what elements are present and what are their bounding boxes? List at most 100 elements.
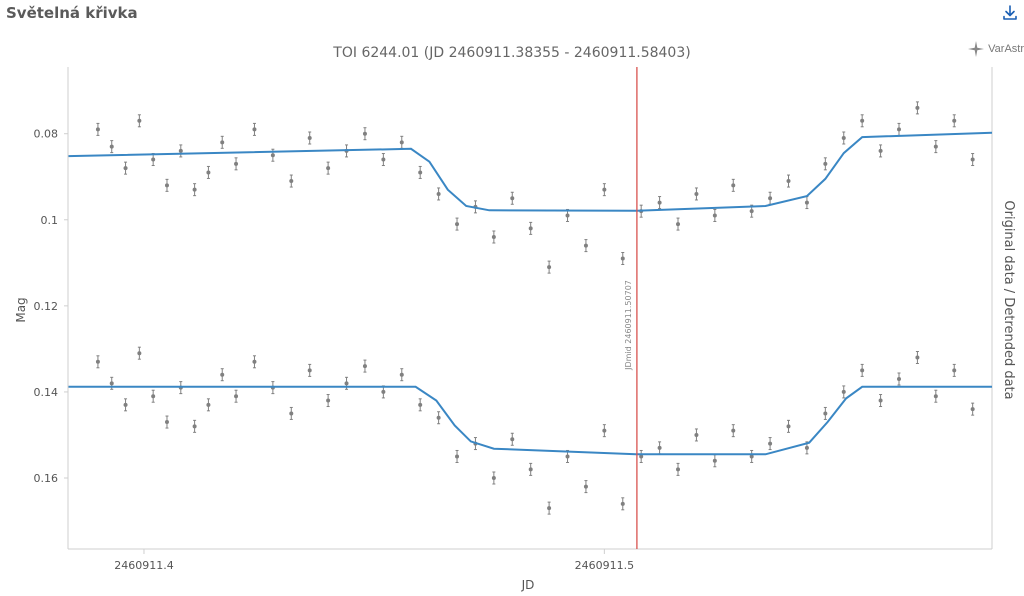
data-point [804,200,809,205]
data-point [694,432,699,437]
data-point [381,157,386,162]
x-tick-label: 2460911.4 [114,559,174,572]
y2-axis-label: Original data / Detrended data [1001,200,1016,399]
y-tick-label: 0.08 [34,128,59,141]
data-point [547,265,552,270]
data-point [841,136,846,141]
data-point [676,467,681,472]
data-point [362,364,367,369]
data-point [252,127,257,132]
data-point [491,234,496,239]
data-point [178,148,183,153]
data-point [289,411,294,416]
data-point [620,501,625,506]
data-point [220,372,225,377]
data-point [712,458,717,463]
data-point [749,454,754,459]
data-point [933,394,938,399]
data-point [602,428,607,433]
data-point [823,411,828,416]
data-point [878,148,883,153]
data-point [786,424,791,429]
data-point [164,183,169,188]
data-point [565,213,570,218]
data-point [123,166,128,171]
data-point [823,161,828,166]
chart-title: TOI 6244.01 (JD 2460911.38355 - 2460911.… [332,45,690,61]
data-point [897,377,902,382]
data-point [109,381,114,386]
data-point [307,136,312,141]
data-point [528,226,533,231]
data-point [768,441,773,446]
y-axis-label: Mag [14,297,28,322]
data-point [970,157,975,162]
data-point [192,424,197,429]
data-point [860,368,865,373]
data-point [252,359,257,364]
data-point [307,368,312,373]
data-point [768,196,773,201]
data-point [151,394,156,399]
data-point [749,209,754,214]
data-point [491,475,496,480]
x-axis-label: JD [521,578,535,592]
data-point [109,144,114,149]
data-point [137,351,142,356]
data-point [510,437,515,442]
data-point [510,196,515,201]
data-point [381,389,386,394]
data-point [270,153,275,158]
data-point [915,355,920,360]
data-point [583,243,588,248]
data-point [234,161,239,166]
data-point [878,398,883,403]
data-point [151,157,156,162]
data-point [326,166,331,171]
data-point [731,428,736,433]
data-point [455,222,460,227]
download-icon[interactable] [1002,4,1018,22]
data-point [583,484,588,489]
data-point [220,140,225,145]
data-point [657,445,662,450]
panel-title: Světelná křivka [6,4,138,22]
data-point [399,372,404,377]
data-point [528,467,533,472]
sparkle-star-icon [968,41,985,57]
y-tick-label: 0.12 [34,300,59,313]
y-tick-label: 0.16 [34,472,59,485]
data-point [676,222,681,227]
data-point [547,506,552,511]
data-point [436,415,441,420]
data-point [565,454,570,459]
data-point [95,127,100,132]
data-point [657,200,662,205]
data-point [897,127,902,132]
data-point [639,454,644,459]
data-point [841,389,846,394]
data-point [694,191,699,196]
data-point [137,118,142,123]
data-point [933,144,938,149]
data-point [860,118,865,123]
data-point [123,402,128,407]
panel-header: Světelná křivka [0,0,1024,30]
data-point [362,131,367,136]
y-tick-label: 0.1 [41,214,59,227]
data-point [952,368,957,373]
data-point [234,394,239,399]
plot-area: 0.08 0.1 0.12 0.14 0.16 2460911.4 2460911.5 JDm… [34,67,993,572]
data-point [731,183,736,188]
data-point [164,420,169,425]
data-point [804,445,809,450]
y-tick-label: 0.14 [34,386,59,399]
data-point [326,398,331,403]
data-point [289,179,294,184]
watermark: VarAstr [967,38,1024,60]
x-tick-label: 2460911.5 [575,559,635,572]
data-point [620,256,625,261]
data-point [418,402,423,407]
data-point [952,118,957,123]
